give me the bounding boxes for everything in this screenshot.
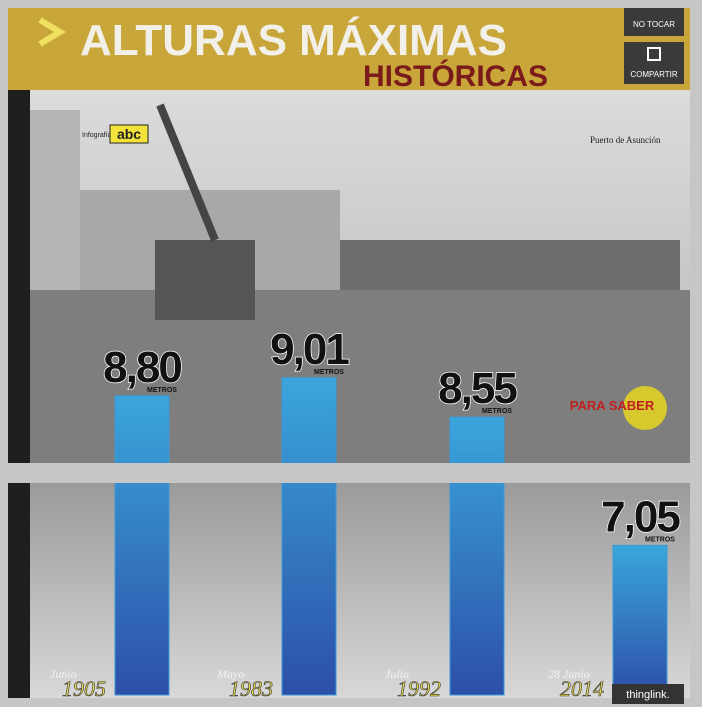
watermark: thinglink. <box>626 689 669 701</box>
more-label: PARA SABER <box>570 398 655 413</box>
title: ALTURAS MÁXIMAS <box>80 15 507 65</box>
credit: Infografía <box>82 132 112 139</box>
side-strip <box>8 8 30 698</box>
x-tick-label: 2014 <box>560 676 604 701</box>
x-tick-label: 1983 <box>229 676 273 701</box>
unit-label: METROS <box>314 369 344 376</box>
bar <box>450 417 504 695</box>
unit-label: METROS <box>482 408 512 415</box>
value-label: 8,80 <box>103 343 181 392</box>
subtitle: HISTÓRICAS <box>363 59 548 93</box>
photo-ships <box>340 240 680 290</box>
unit-label: METROS <box>645 536 675 543</box>
x-tick-label: 1905 <box>62 676 106 701</box>
photo-building <box>30 110 80 290</box>
bar <box>613 545 667 695</box>
value-label: 9,01 <box>270 325 349 374</box>
page: {"chart_data": {"type": "bar", "title": … <box>0 0 702 707</box>
unit-label: METROS <box>147 387 177 394</box>
screenshot: ALTURAS MÁXIMAS HISTÓRICAS NO TOCAR COMP… <box>0 0 702 707</box>
value-label: 8,55 <box>438 364 517 413</box>
button-label: COMPARTIR <box>630 70 677 79</box>
photo-caption: Puerto de Asunción <box>590 135 661 145</box>
bar <box>115 396 169 695</box>
photo-crane <box>155 240 255 320</box>
button-label: NO TOCAR <box>633 20 675 29</box>
value-label: 7,05 <box>601 492 680 541</box>
panel-gap <box>0 463 702 483</box>
logo: abc <box>117 126 141 142</box>
x-tick-label: 1992 <box>397 676 441 701</box>
bar <box>282 378 336 695</box>
